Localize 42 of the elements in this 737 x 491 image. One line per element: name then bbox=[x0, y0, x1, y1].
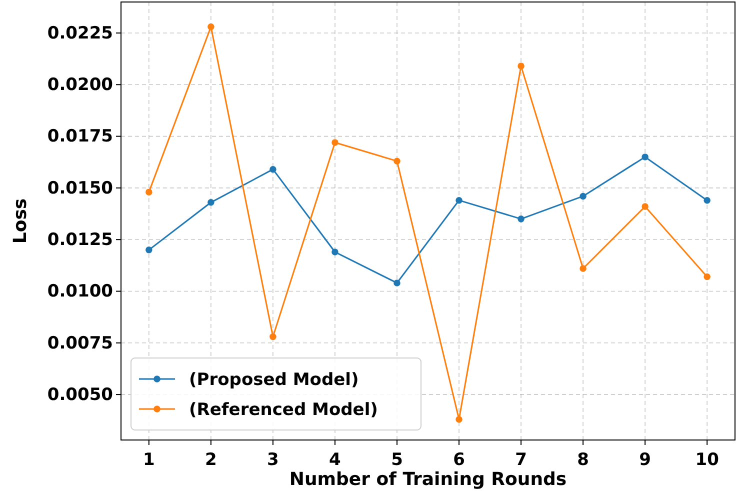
y-tick-label: 0.0150 bbox=[47, 178, 114, 198]
point bbox=[580, 265, 586, 272]
y-tick-label: 0.0100 bbox=[47, 282, 114, 302]
point bbox=[704, 196, 710, 204]
point bbox=[642, 203, 648, 210]
point bbox=[456, 416, 462, 423]
x-axis-title: Number of Training Rounds bbox=[289, 469, 567, 490]
legend-label: (Proposed Model) bbox=[189, 370, 359, 390]
x-tick-label: 7 bbox=[515, 450, 527, 470]
y-tick-label: 0.0175 bbox=[47, 126, 113, 147]
point bbox=[270, 333, 276, 340]
point bbox=[518, 216, 524, 222]
point bbox=[642, 154, 648, 160]
y-tick-label: 0.0200 bbox=[47, 75, 114, 96]
point bbox=[270, 166, 276, 173]
x-tick-label: 4 bbox=[329, 450, 342, 470]
x-tick-label: 9 bbox=[639, 450, 651, 470]
point bbox=[394, 280, 400, 286]
y-tick-label: 0.0225 bbox=[47, 23, 113, 44]
point bbox=[394, 158, 400, 164]
x-tick-label: 2 bbox=[205, 450, 217, 470]
point bbox=[332, 248, 338, 256]
x-tick-label: 1 bbox=[142, 450, 155, 470]
point bbox=[580, 192, 586, 200]
y-axis-title: Loss bbox=[10, 198, 31, 244]
point bbox=[208, 199, 214, 206]
x-tick-label: 8 bbox=[577, 450, 589, 470]
point bbox=[146, 246, 152, 254]
y-tick-label: 0.0125 bbox=[47, 230, 113, 250]
point bbox=[332, 139, 338, 146]
x-tick-label: 5 bbox=[391, 450, 403, 470]
point bbox=[518, 62, 524, 70]
point bbox=[146, 188, 152, 196]
legend-label: (Referenced Model) bbox=[189, 400, 378, 420]
y-tick-label: 0.0075 bbox=[47, 333, 113, 354]
x-tick-label: 6 bbox=[453, 450, 465, 470]
x-tick-label: 3 bbox=[267, 450, 279, 470]
point bbox=[456, 196, 462, 204]
y-tick-label: 0.0050 bbox=[47, 384, 114, 405]
x-tick-label: 10 bbox=[695, 450, 720, 470]
point bbox=[208, 23, 214, 30]
point bbox=[704, 273, 710, 280]
